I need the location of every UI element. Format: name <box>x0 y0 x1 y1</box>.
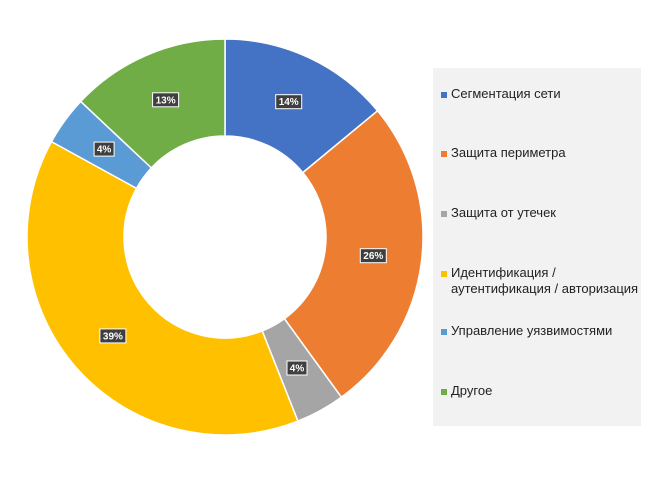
data-label-identification: 39% <box>99 328 127 344</box>
data-label-text-segmentation: 14% <box>279 97 299 108</box>
legend-item-other: Другое <box>441 383 492 399</box>
legend-item-perimeter: Защита периметра <box>441 145 566 161</box>
data-label-text-identification: 39% <box>103 331 123 342</box>
donut-slice-identification <box>26 140 299 436</box>
donut-slice-perimeter <box>283 109 424 399</box>
data-label-perimeter: 26% <box>359 248 387 264</box>
data-label-box-segmentation <box>275 94 303 110</box>
legend-label-leak-protection: Защита от утечек <box>451 205 556 220</box>
data-label-segmentation: 14% <box>275 94 303 110</box>
legend-label-vulnerability: Управление уязвимостями <box>451 323 613 338</box>
data-label-text-vulnerability: 4% <box>97 145 112 156</box>
legend-item-vulnerability: Управление уязвимостями <box>441 323 612 339</box>
data-label-leak-protection: 4% <box>286 360 308 376</box>
legend-swatch-leak-protection <box>441 211 447 217</box>
legend-label-other: Другое <box>451 383 493 398</box>
legend-item-identification: Идентификация / аутентификация / авториз… <box>441 265 638 297</box>
legend-swatch-perimeter <box>441 151 447 157</box>
data-label-box-identification <box>99 328 127 344</box>
data-label-box-perimeter <box>359 248 387 264</box>
data-label-box-vulnerability <box>93 141 115 157</box>
data-label-text-perimeter: 26% <box>363 251 383 262</box>
data-label-text-other: 13% <box>156 95 176 106</box>
chart-legend: Сегментация сети Защита периметра Защита… <box>433 68 641 426</box>
legend-swatch-other <box>441 389 447 395</box>
legend-label-segmentation: Сегментация сети <box>451 86 561 101</box>
legend-item-leak-protection: Защита от утечек <box>441 205 556 221</box>
legend-swatch-identification <box>441 271 447 277</box>
data-label-box-leak-protection <box>286 360 308 376</box>
data-label-other: 13% <box>152 92 180 108</box>
legend-label-perimeter: Защита периметра <box>451 145 566 160</box>
data-label-text-leak-protection: 4% <box>290 364 305 375</box>
legend-swatch-segmentation <box>441 92 447 98</box>
legend-swatch-vulnerability <box>441 329 447 335</box>
legend-label-identification: Идентификация / аутентификация / авториз… <box>451 265 639 296</box>
data-label-box-other <box>152 92 180 108</box>
data-label-vulnerability: 4% <box>93 141 115 157</box>
legend-item-segmentation: Сегментация сети <box>441 86 561 102</box>
